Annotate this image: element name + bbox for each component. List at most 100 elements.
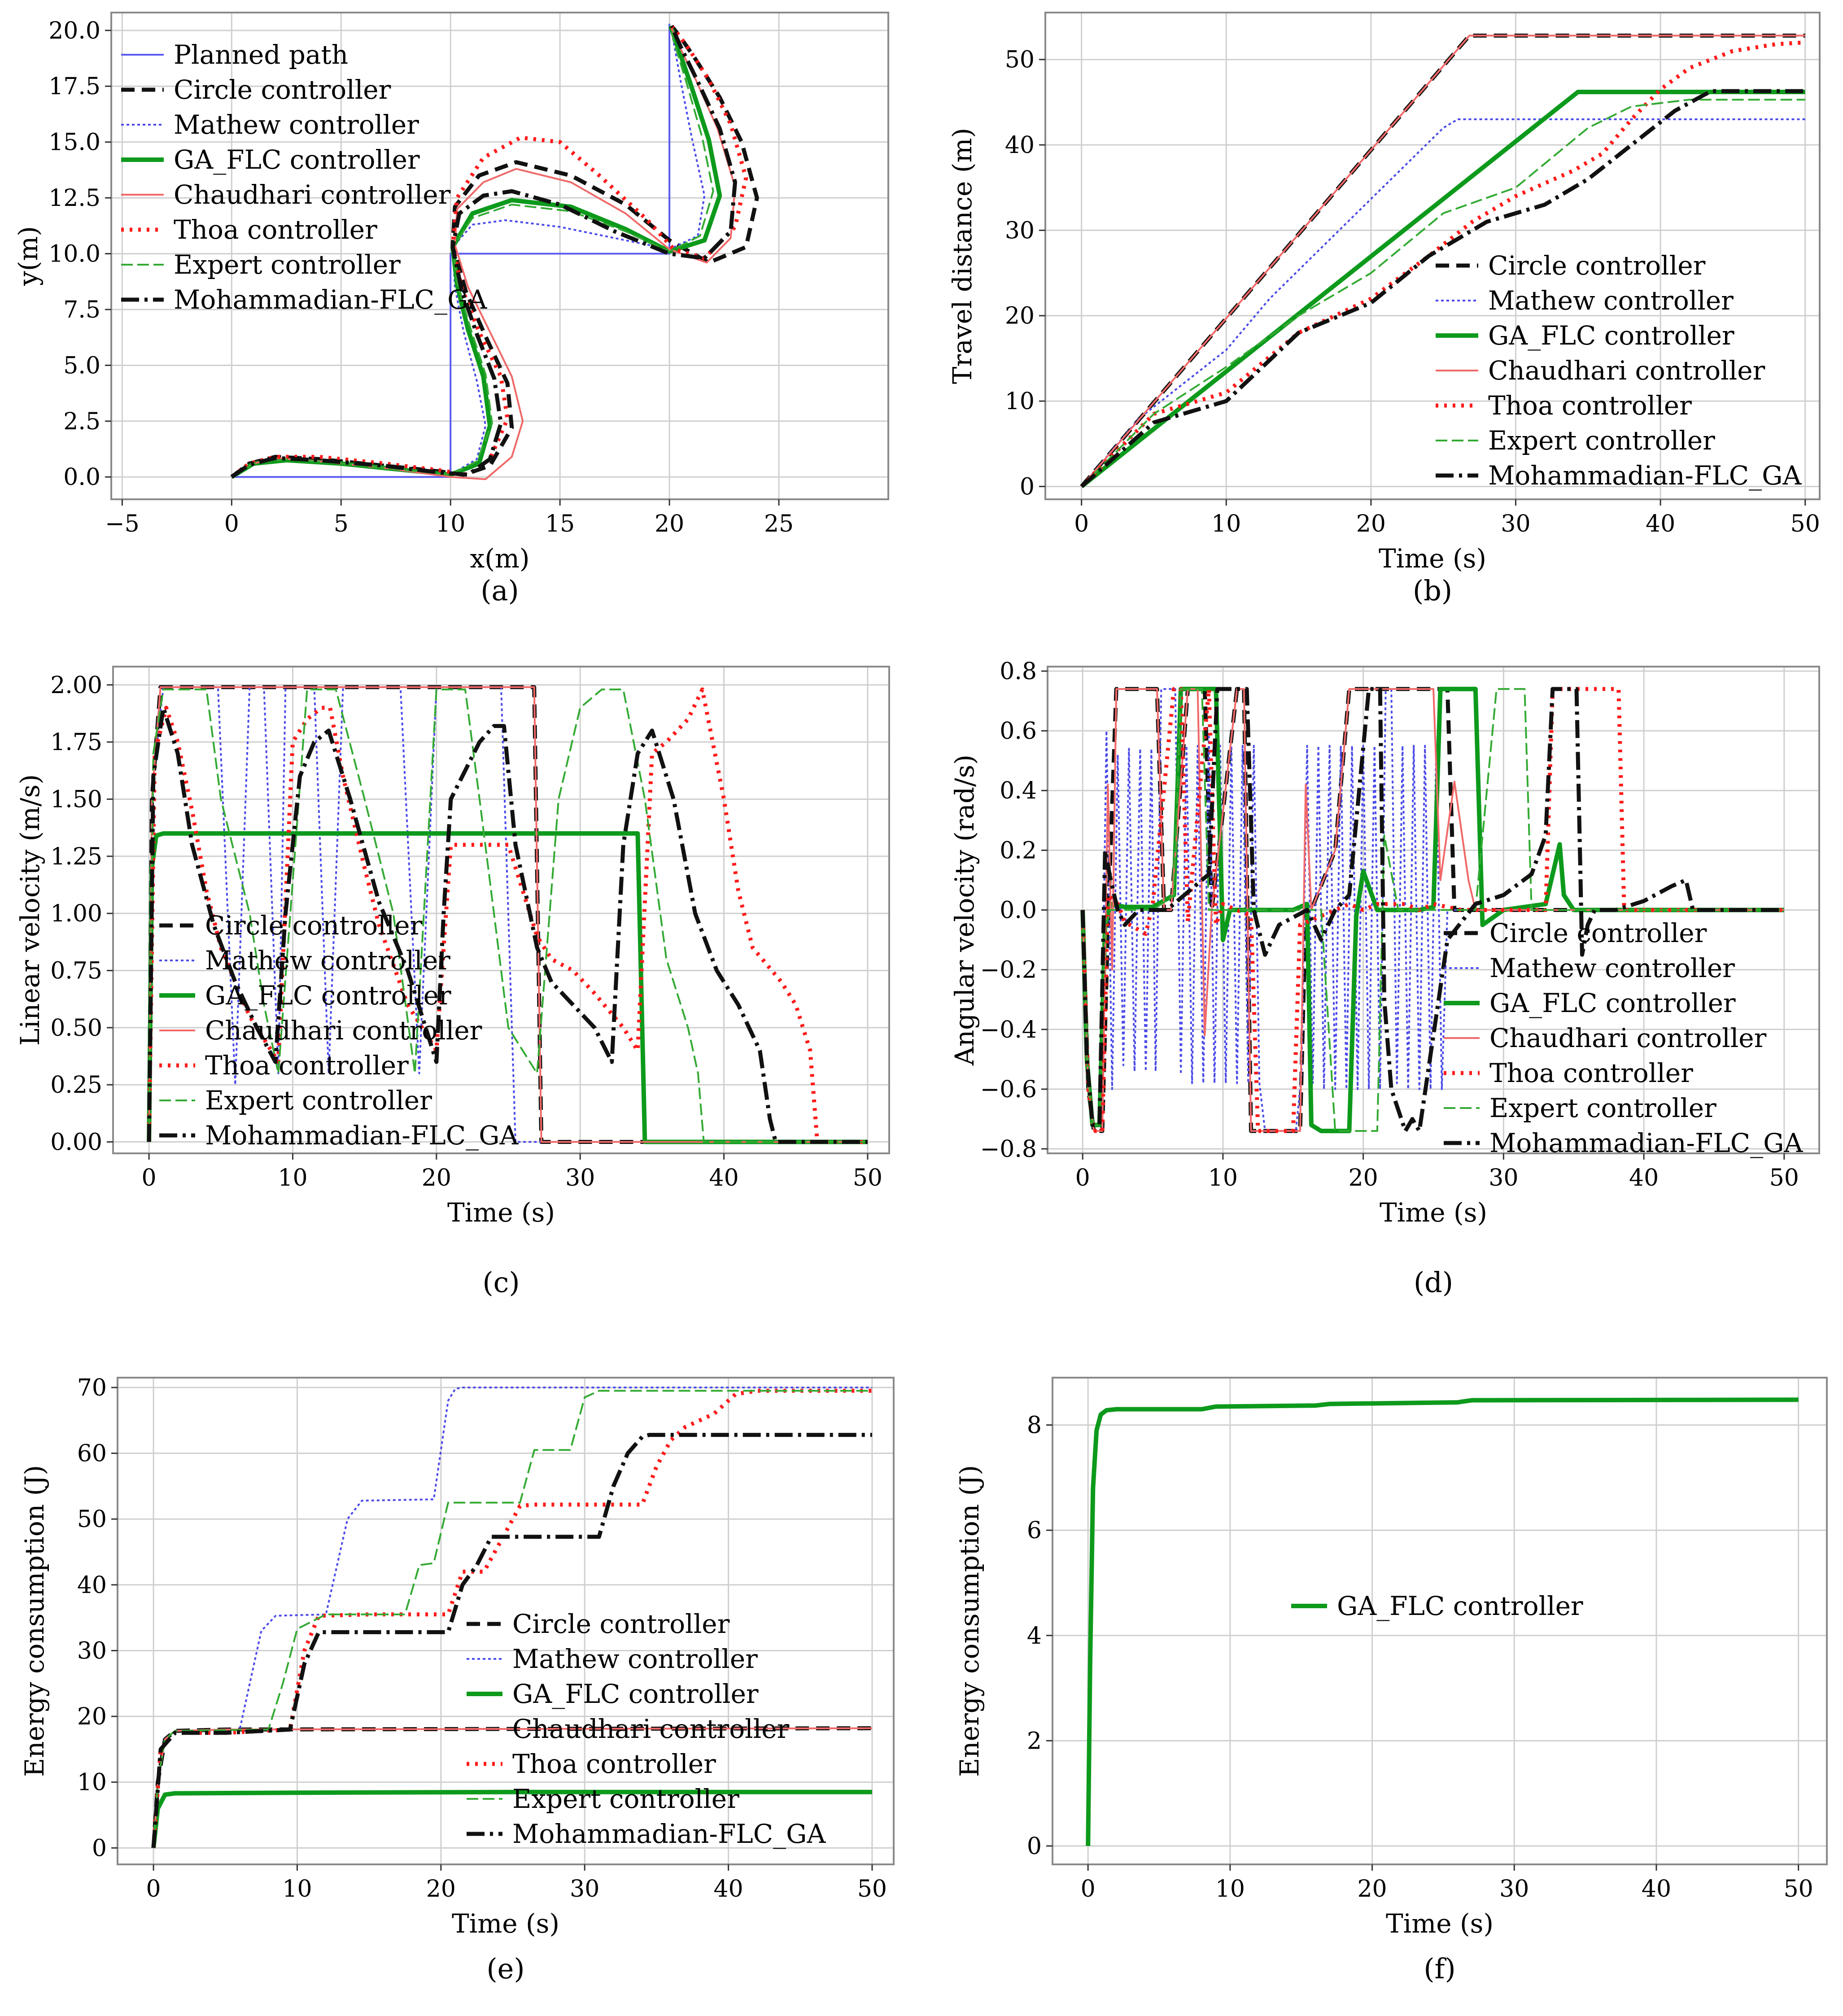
x-tick-label: 10: [1211, 511, 1241, 537]
x-tick-label: 20: [422, 1165, 451, 1191]
series-line-thoa: [147, 687, 868, 1144]
legend-label: GA_FLC controller: [512, 1679, 759, 1709]
legend-label: Chaudhari controller: [512, 1714, 790, 1744]
legend-label: Chaudhari controller: [174, 179, 451, 210]
x-tick-label: 20: [1357, 1876, 1387, 1903]
y-tick-label: 0.2: [1000, 837, 1037, 864]
y-tick-label: 0.0: [1000, 897, 1037, 924]
y-tick-label: 12.5: [48, 185, 100, 212]
legend-label: Mathew controller: [512, 1644, 758, 1674]
y-tick-label: 1.50: [50, 786, 102, 813]
legend-label: Circle controller: [1488, 250, 1706, 281]
plot-frame: [1052, 1377, 1828, 1865]
x-tick-label: 30: [565, 1165, 595, 1191]
x-tick-label: 0: [1075, 1165, 1090, 1191]
y-tick-label: 15.0: [48, 129, 100, 156]
legend-label: Circle controller: [174, 74, 391, 105]
y-tick-label: 0.00: [50, 1129, 102, 1156]
series-line-thoa: [1080, 687, 1784, 1133]
x-tick-label: 10: [436, 511, 465, 537]
y-axis-label: Linear velocity (m/s): [15, 774, 45, 1046]
y-tick-label: 4: [1027, 1623, 1042, 1649]
legend: Circle controller Mathew controller GA_FLC…: [1444, 918, 1803, 1158]
legend-label: Mathew controller: [1489, 953, 1735, 983]
y-axis-label: y(m): [13, 226, 44, 286]
series-line-ga: [1086, 1397, 1799, 1846]
legend-label: Expert controller: [205, 1085, 432, 1116]
x-axis-label: Time (s): [1380, 1197, 1487, 1228]
x-axis-label: Time (s): [447, 1197, 555, 1228]
x-tick-label: 40: [1646, 511, 1675, 537]
legend-label: GA_FLC controller: [1337, 1591, 1583, 1621]
x-tick-label: 40: [1642, 1876, 1671, 1903]
y-tick-label: 0.6: [1000, 718, 1037, 745]
panel-label: (e): [486, 1952, 524, 1985]
y-tick-label: 50: [77, 1506, 107, 1533]
y-axis-label: Energy consumption (J): [954, 1465, 985, 1777]
series-line-chaudhari: [1081, 35, 1805, 487]
panel-label: (f): [1424, 1952, 1455, 1985]
x-tick-label: 5: [334, 511, 349, 537]
y-tick-label: 2.00: [50, 672, 102, 699]
series-group: [151, 1387, 872, 1848]
series-line-moh: [1080, 89, 1805, 488]
legend-label: Thoa controller: [512, 1749, 716, 1779]
chart-f: 0 10 20 30 40 50 0 2 4 6 8 Time (s) Energy consumpti…: [954, 1377, 1828, 1985]
legend-label: GA_FLC controller: [205, 980, 451, 1011]
legend-label: Mathew controller: [174, 109, 419, 140]
legend-label: Expert controller: [512, 1784, 739, 1814]
y-tick-label: 1.00: [50, 900, 102, 927]
chart-c: 0 10 20 30 40 50 0.00 0.25 0.50 0.75 1.00 1.25 1.50 1…: [15, 666, 890, 1299]
legend: Circle controller Mathew controller GA_FLC…: [159, 910, 519, 1151]
x-tick-label: 20: [655, 511, 684, 537]
legend-label: Chaudhari controller: [1489, 1023, 1767, 1053]
chart-a: −5 0 5 10 15 20 25 0.0 2.5 5.0 7.5 10.0 12.5 15.0 17.5…: [13, 12, 889, 607]
x-axis-label: Time (s): [1379, 543, 1486, 574]
y-tick-label: 40: [77, 1572, 107, 1599]
x-tick-label: 30: [570, 1876, 599, 1903]
x-tick-label: 50: [1784, 1876, 1813, 1903]
series-line-ga: [1080, 686, 1784, 1134]
series-group: [230, 23, 759, 480]
x-tick-label: 10: [282, 1876, 312, 1903]
y-tick-label: 30: [1005, 217, 1035, 244]
chart-e: 0 10 20 30 40 50 0 10 20 30 40 50 60 70 Time (s) Energy…: [19, 1375, 895, 1985]
y-axis-label: Travel distance (m): [947, 128, 978, 384]
chart-b: 0 10 20 30 40 50 0 10 20 30 40 50 Time (s) Travel dis…: [947, 12, 1821, 607]
legend-label: Expert controller: [1488, 425, 1715, 456]
y-axis-label: Angular velocity (rad/s): [949, 755, 980, 1066]
series-line-moh: [230, 25, 737, 479]
legend-label: Mohammadian-FLC_GA: [205, 1120, 519, 1151]
legend-label: Expert controller: [1489, 1093, 1716, 1123]
legend: Circle controller Mathew controller GA_FLC…: [1436, 250, 1802, 491]
panel-label: (d): [1414, 1266, 1453, 1299]
y-tick-label: −0.8: [980, 1136, 1037, 1163]
legend: GA_FLC controller: [1291, 1591, 1583, 1621]
legend-label: Circle controller: [1489, 918, 1707, 948]
legend-label: Circle controller: [205, 910, 423, 941]
y-tick-label: 50: [1005, 47, 1035, 74]
x-tick-label: 50: [1791, 511, 1820, 537]
y-tick-label: 1.75: [50, 729, 102, 756]
legend-label: Mohammadian-FLC_GA: [1488, 460, 1802, 491]
y-tick-label: 0.50: [50, 1015, 102, 1042]
legend-label: Mohammadian-FLC_GA: [174, 284, 487, 315]
panel-label: (c): [482, 1266, 520, 1299]
y-tick-label: 20.0: [48, 17, 100, 44]
y-tick-label: −0.6: [980, 1076, 1037, 1103]
x-tick-label: −5: [105, 511, 140, 537]
legend-label: Thoa controller: [1489, 1058, 1693, 1088]
x-tick-label: 0: [1081, 1876, 1096, 1903]
x-tick-label: 20: [1349, 1165, 1378, 1191]
y-tick-label: 17.5: [48, 73, 100, 100]
panel-label: (a): [480, 574, 519, 607]
x-tick-label: 30: [1499, 1876, 1529, 1903]
y-tick-label: 10: [1005, 388, 1035, 415]
x-tick-label: 0: [224, 511, 239, 537]
y-tick-label: −0.2: [980, 957, 1037, 984]
legend-label: Mohammadian-FLC_GA: [512, 1819, 826, 1849]
legend-label: Circle controller: [512, 1609, 730, 1639]
y-tick-label: 0: [92, 1835, 107, 1862]
legend-label: Thoa controller: [1488, 390, 1692, 421]
